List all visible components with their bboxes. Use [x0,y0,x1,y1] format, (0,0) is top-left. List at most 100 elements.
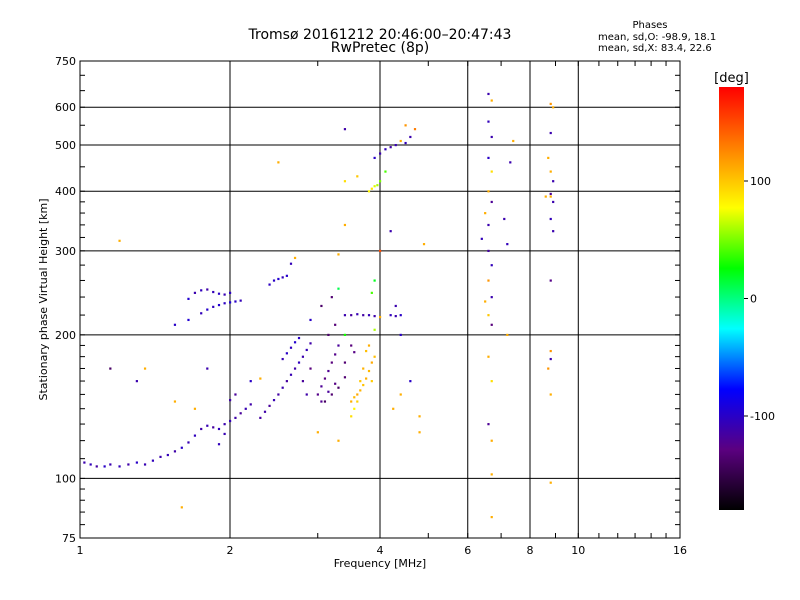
data-point [552,180,555,183]
data-point [549,195,552,198]
data-point [337,386,340,389]
data-point [281,386,284,389]
data-point [549,131,552,135]
data-point [356,400,359,403]
data-point [330,296,333,299]
y-tick-label: 500 [55,139,76,152]
data-point [217,443,221,446]
data-point [503,217,506,221]
data-point [268,404,271,407]
data-point [200,312,203,315]
data-point [399,314,402,317]
data-point [353,351,356,354]
data-point [356,175,359,178]
data-point [337,439,340,442]
data-point [330,361,333,364]
data-point [404,141,407,145]
data-point [343,128,347,131]
phase-heading: Phases [632,20,668,31]
data-point [343,376,347,379]
data-point [487,92,490,96]
data-point [166,453,169,457]
data-point [334,353,337,356]
data-point [409,135,412,139]
data-point [212,290,215,294]
data-point [301,380,305,383]
data-point [350,314,353,317]
data-point [506,333,509,337]
data-point [549,393,552,396]
chart-title-line2: RwPretec (8p) [330,40,430,56]
y-tick-label: 200 [55,329,76,342]
data-point [490,380,493,383]
data-point [223,432,226,436]
data-point [422,243,426,246]
data-point [309,318,312,322]
data-point [187,441,190,444]
data-point [343,333,347,337]
data-point [234,416,237,419]
data-point [367,369,371,373]
plot-grid [80,61,680,538]
data-point [384,170,387,173]
data-point [272,279,276,282]
data-point [244,407,247,410]
colorbar-tick-label: -100 [750,410,775,423]
data-point [223,302,226,305]
data-point [305,348,308,352]
data-point [370,380,373,383]
data-point [365,349,368,353]
data-point [373,355,376,358]
data-point [552,200,555,204]
data-point [109,367,112,370]
data-point [413,128,417,131]
data-point [309,342,312,345]
data-point [272,399,276,402]
data-point [370,291,373,294]
data-point [389,146,392,149]
data-point [135,461,138,464]
data-point [212,305,215,308]
data-point [316,393,319,396]
data-point [549,170,552,173]
data-point [206,367,209,370]
data-point [394,304,397,308]
data-point [343,314,347,317]
data-point [370,187,373,190]
data-point [334,382,337,385]
data-point [367,344,371,347]
data-point [337,344,340,347]
data-point [212,426,215,429]
data-point [173,323,177,326]
x-tick-label: 4 [377,544,384,557]
colorbar-unit-label: [deg] [714,71,749,86]
x-tick-label: 6 [464,544,471,557]
data-point [549,192,552,196]
data-point [356,393,359,396]
data-point [399,333,402,337]
data-point [249,380,252,383]
x-axis-label: Frequency [MHz] [334,557,426,570]
data-point [512,139,515,143]
data-point [362,314,365,317]
data-point [173,450,177,453]
data-point [234,300,237,303]
y-tick-label: 300 [55,245,76,258]
data-point [484,212,487,215]
data-point [373,279,376,282]
data-point [490,170,493,173]
data-point [490,264,493,267]
data-point [337,287,340,290]
data-point [103,465,106,468]
data-point [193,407,197,410]
data-point [206,424,209,427]
data-point [399,393,402,396]
data-point [285,352,288,355]
data-point [547,367,550,370]
y-tick-label: 750 [55,55,76,68]
data-point [289,346,293,349]
data-point [305,393,308,396]
data-point [552,106,555,109]
data-point [229,291,232,294]
data-point [334,323,337,326]
